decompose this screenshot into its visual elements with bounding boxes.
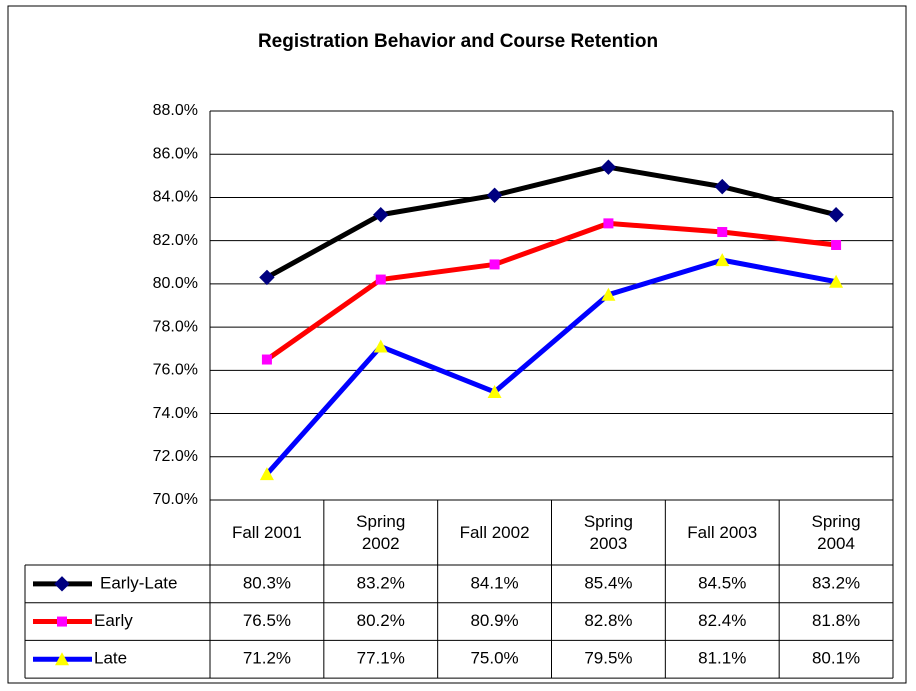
data-label: 81.1%	[698, 649, 746, 668]
data-label: 79.5%	[584, 649, 632, 668]
category-cell: Spring 2004	[779, 500, 893, 565]
marker	[487, 384, 502, 398]
y-tick-label: 88.0%	[153, 102, 198, 119]
category-wrap: Spring 2002	[324, 500, 438, 565]
marker	[259, 269, 275, 286]
marker	[828, 207, 844, 223]
marker	[373, 207, 389, 223]
x-tick-label: Spring 2003	[583, 511, 633, 553]
marker	[261, 354, 272, 365]
marker	[375, 274, 386, 285]
legend-label: Early	[94, 611, 133, 630]
y-tick-label: 76.0%	[153, 362, 198, 379]
series-line	[265, 257, 837, 476]
y-tick-label: 80.0%	[153, 275, 198, 292]
legend-label: Early-Late	[100, 573, 177, 592]
y-tick-label: 78.0%	[153, 318, 198, 335]
y-tick-label: 72.0%	[153, 448, 198, 465]
data-label: 83.2%	[812, 573, 860, 592]
category-wrap: Spring 2003	[552, 500, 666, 565]
x-tick-label: Fall 2003	[687, 522, 758, 542]
category-cell: Spring 2003	[552, 500, 666, 565]
marker	[600, 159, 617, 175]
y-tick-label: 70.0%	[153, 491, 198, 508]
marker	[486, 187, 503, 203]
category-cell: Fall 2002	[438, 500, 552, 565]
marker	[717, 227, 728, 238]
data-label: 71.2%	[243, 649, 291, 668]
x-tick-label: Spring 2004	[811, 511, 861, 553]
data-label: 85.4%	[584, 573, 632, 592]
category-wrap: Spring 2004	[779, 500, 893, 565]
category-wrap: Fall 2003	[665, 500, 779, 565]
data-label: 80.3%	[243, 573, 291, 592]
marker	[715, 253, 730, 267]
data-label: 80.2%	[357, 611, 405, 630]
marker	[831, 239, 842, 250]
chart-title: Registration Behavior and Course Retenti…	[258, 31, 658, 52]
data-label: 81.8%	[812, 611, 860, 630]
marker	[829, 274, 844, 288]
y-tick-label: 82.0%	[153, 232, 198, 249]
y-tick-label: 84.0%	[153, 189, 198, 206]
data-label: 75.0%	[470, 649, 518, 668]
marker	[373, 339, 388, 353]
legend-label: Late	[94, 649, 127, 668]
category-cell: Spring 2002	[324, 500, 438, 565]
series-line	[265, 164, 837, 280]
marker	[489, 259, 500, 270]
data-label: 84.5%	[698, 573, 746, 592]
data-label: 76.5%	[243, 611, 291, 630]
category-cell: Fall 2001	[210, 500, 324, 565]
series-line	[265, 220, 837, 362]
legend-marker	[55, 652, 69, 666]
data-label: 82.4%	[698, 611, 746, 630]
data-label: 83.2%	[357, 573, 405, 592]
data-label: 84.1%	[470, 573, 518, 592]
marker	[714, 178, 730, 195]
legend-marker	[57, 616, 67, 627]
marker	[259, 467, 274, 481]
data-label: 82.8%	[584, 611, 632, 630]
category-wrap: Fall 2002	[438, 500, 552, 565]
chart-border	[7, 5, 907, 684]
data-label: 80.1%	[812, 649, 860, 668]
data-label: 77.1%	[357, 649, 405, 668]
marker	[601, 287, 616, 301]
category-wrap: Fall 2001	[210, 500, 324, 565]
category-cell: Fall 2003	[665, 500, 779, 565]
x-tick-label: Spring 2002	[356, 511, 406, 553]
x-tick-label: Fall 2002	[459, 522, 530, 542]
data-label: 80.9%	[470, 611, 518, 630]
y-tick-label: 74.0%	[153, 405, 198, 422]
y-tick-label: 86.0%	[153, 145, 198, 162]
marker	[603, 218, 614, 229]
x-tick-label: Fall 2001	[231, 522, 302, 542]
legend-marker	[54, 576, 70, 592]
